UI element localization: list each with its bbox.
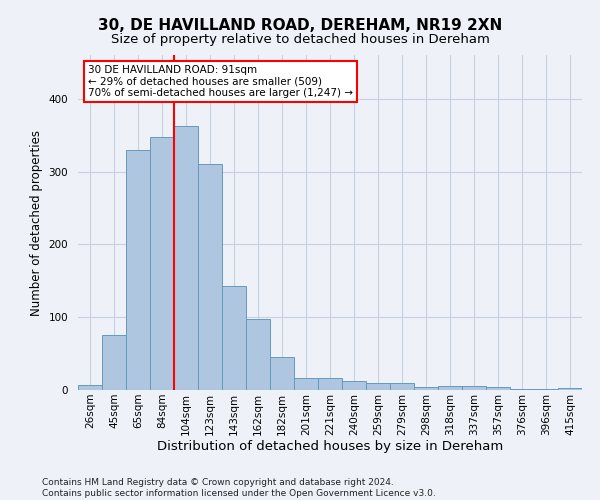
Bar [222, 286, 246, 390]
Bar [102, 336, 126, 390]
Bar [126, 150, 150, 390]
Bar [294, 378, 318, 390]
Bar [150, 136, 174, 390]
Bar [486, 387, 510, 390]
Bar [246, 320, 270, 390]
Bar [462, 386, 486, 390]
Bar [438, 386, 462, 390]
Y-axis label: Number of detached properties: Number of detached properties [30, 130, 43, 316]
Bar [78, 385, 102, 390]
Bar [414, 387, 438, 390]
Bar [198, 164, 222, 390]
Bar [174, 126, 198, 390]
Bar [558, 388, 582, 390]
X-axis label: Distribution of detached houses by size in Dereham: Distribution of detached houses by size … [157, 440, 503, 454]
Bar [510, 388, 534, 390]
Text: 30 DE HAVILLAND ROAD: 91sqm
← 29% of detached houses are smaller (509)
70% of se: 30 DE HAVILLAND ROAD: 91sqm ← 29% of det… [88, 65, 353, 98]
Text: 30, DE HAVILLAND ROAD, DEREHAM, NR19 2XN: 30, DE HAVILLAND ROAD, DEREHAM, NR19 2XN [98, 18, 502, 32]
Bar [366, 382, 390, 390]
Bar [390, 382, 414, 390]
Text: Contains HM Land Registry data © Crown copyright and database right 2024.
Contai: Contains HM Land Registry data © Crown c… [42, 478, 436, 498]
Bar [270, 356, 294, 390]
Text: Size of property relative to detached houses in Dereham: Size of property relative to detached ho… [110, 32, 490, 46]
Bar [342, 380, 366, 390]
Bar [318, 378, 342, 390]
